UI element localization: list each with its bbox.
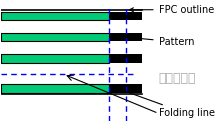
Bar [1,11,109,20]
Bar [1,33,142,41]
Bar [1,54,142,63]
Bar [1,84,142,93]
Text: Folding line: Folding line [121,89,215,118]
Bar [1,33,109,41]
Bar [1,11,142,20]
Text: 深圳宏力捧: 深圳宏力捧 [159,72,196,85]
Bar [1,54,109,63]
Bar [1,84,109,93]
Text: FPC outline: FPC outline [129,5,214,15]
Text: Pattern: Pattern [129,36,194,47]
